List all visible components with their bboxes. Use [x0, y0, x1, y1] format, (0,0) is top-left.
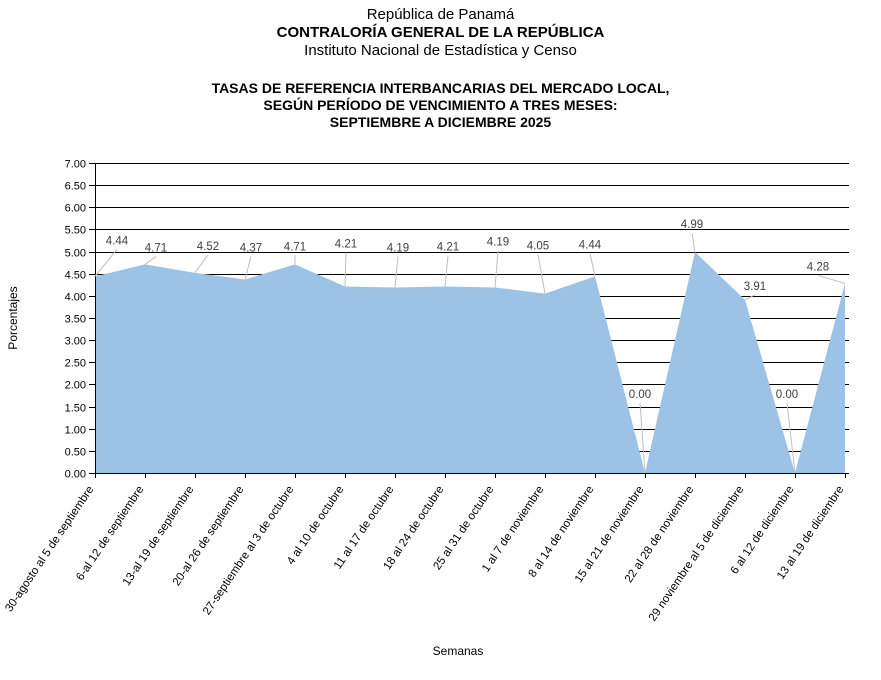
data-label-leader-line — [639, 402, 646, 474]
x-tick-label: 27-septiembre al 3 de octubre — [201, 484, 296, 617]
data-point-label: 4.44 — [579, 239, 602, 251]
report-header: República de Panamá CONTRALORÍA GENERAL … — [0, 6, 881, 60]
chart-title-line2: SEGÚN PERÍODO DE VENCIMIENTO A TRES MESE… — [263, 97, 618, 113]
data-label-leader-line — [244, 256, 252, 280]
y-tick-label: 0.50 — [65, 447, 86, 459]
data-point-label: 0.00 — [629, 389, 651, 401]
y-tick-label: 2.00 — [65, 380, 86, 392]
data-point-label: 4.52 — [197, 241, 219, 253]
data-point-label: 4.71 — [284, 241, 306, 253]
x-axis-title: Semanas — [433, 644, 484, 658]
header-country: República de Panamá — [366, 6, 515, 23]
data-label-leader-line — [94, 249, 118, 277]
chart-title: TASAS DE REFERENCIA INTERBANCARIAS DEL M… — [0, 80, 881, 131]
y-tick-label: 3.50 — [65, 314, 86, 326]
data-label-leader-line — [744, 294, 756, 301]
x-tick-label: 4 al 10 de octubre — [285, 484, 346, 567]
y-tick-label: 2.50 — [65, 358, 86, 370]
data-point-label: 4.19 — [387, 242, 409, 254]
data-point-label: 4.21 — [335, 239, 357, 251]
data-label-leader-line — [344, 252, 347, 287]
data-label-leader-line — [444, 255, 449, 287]
y-tick-label: 0.00 — [65, 469, 86, 481]
x-tick-label: 29 noviembre al 5 de diciembre — [647, 484, 747, 624]
y-tick-label: 7.00 — [65, 159, 86, 171]
data-point-label: 4.99 — [681, 219, 703, 231]
chart-title-line1: TASAS DE REFERENCIA INTERBANCARIAS DEL M… — [211, 80, 670, 96]
data-label-leader-line — [817, 274, 846, 284]
data-label-leader-line — [144, 256, 157, 265]
y-axis-title: Porcentajes — [6, 286, 20, 349]
y-tick-label: 5.50 — [65, 225, 86, 237]
data-label-leader-line — [589, 253, 596, 277]
y-tick-label: 4.50 — [65, 270, 86, 282]
data-point-label: 4.21 — [437, 242, 459, 254]
chart-title-line3: SEPTIEMBRE A DICIEMBRE 2025 — [329, 114, 552, 130]
data-label-leader-line — [194, 254, 209, 274]
data-point-label: 4.37 — [240, 242, 262, 254]
y-tick-label: 6.00 — [65, 203, 86, 215]
y-tick-label: 6.50 — [65, 181, 86, 193]
data-label-leader-line — [786, 402, 796, 474]
data-point-label: 4.71 — [145, 242, 167, 254]
data-point-label: 4.28 — [807, 261, 829, 273]
data-point-label: 0.00 — [776, 389, 798, 401]
data-label-leader-line — [494, 250, 499, 288]
y-tick-label: 3.00 — [65, 336, 86, 348]
data-point-label: 4.19 — [487, 236, 509, 248]
data-point-label: 4.05 — [527, 241, 549, 253]
header-department: Instituto Nacional de Estadística y Cens… — [304, 42, 577, 59]
data-point-label: 3.91 — [744, 281, 766, 293]
y-tick-label: 1.50 — [65, 403, 86, 415]
header-institution: CONTRALORÍA GENERAL DE LA REPÚBLICA — [276, 24, 605, 41]
x-tick-label: 30-agosto al 5 de septiembre — [3, 484, 96, 614]
data-label-leader-line — [394, 256, 399, 288]
y-tick-label: 4.00 — [65, 292, 86, 304]
data-point-label: 4.44 — [106, 235, 129, 247]
y-tick-label: 1.00 — [65, 425, 86, 437]
area-series — [95, 252, 845, 473]
data-label-leader-line — [691, 232, 696, 253]
y-tick-label: 5.00 — [65, 248, 86, 260]
data-label-leader-line — [537, 254, 546, 294]
